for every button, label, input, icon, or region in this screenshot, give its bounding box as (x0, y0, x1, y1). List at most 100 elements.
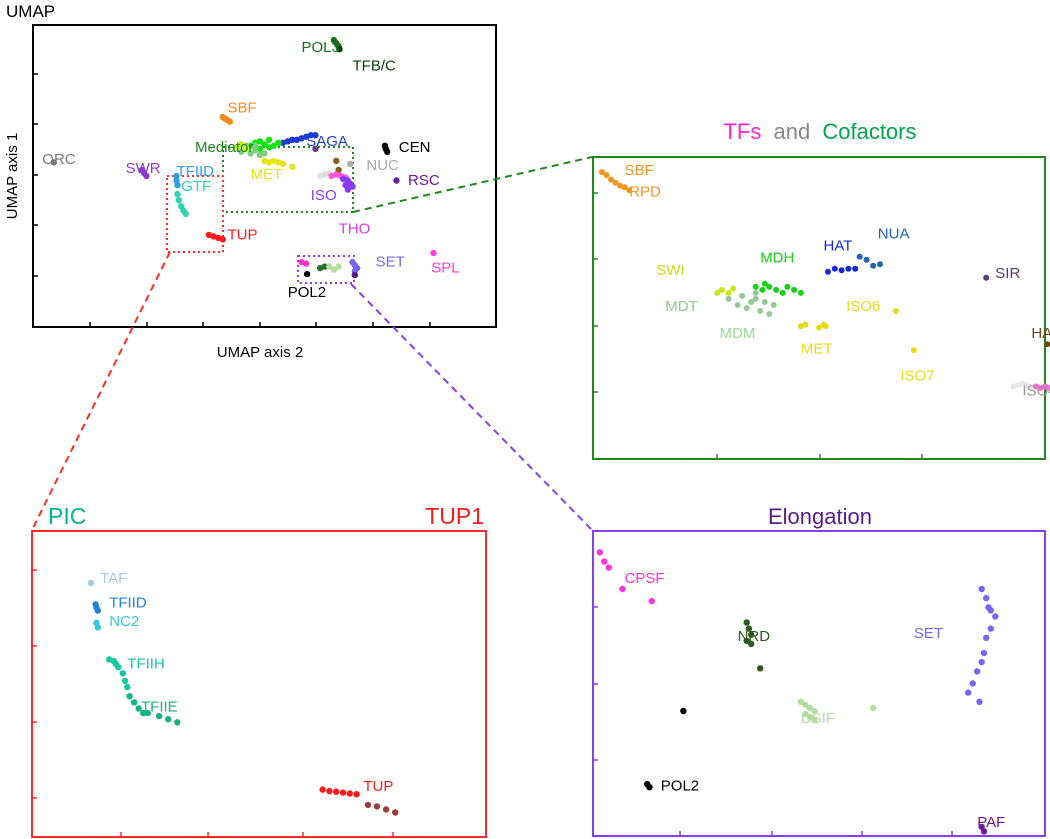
scatter-point (131, 699, 138, 706)
cluster-label: ORC (42, 151, 76, 168)
cluster-label: NC2 (109, 613, 139, 630)
scatter-point (743, 619, 750, 626)
cluster-label: TFIID (177, 163, 215, 180)
scatter-point (831, 265, 838, 272)
scatter-point (892, 308, 899, 314)
scatter-point (802, 701, 809, 709)
scatter-point (802, 321, 809, 328)
cluster-label: MET (801, 340, 833, 357)
cluster-label: TFIIH (127, 656, 165, 673)
scatter-point (307, 132, 314, 139)
scatter-point (877, 261, 883, 268)
scatter-point (135, 705, 142, 712)
elongation-cluster-labels: CPSF NRD SET DSIF POL2 PAF (625, 570, 1006, 831)
scatter-point (759, 286, 766, 293)
scatter-point (155, 712, 163, 720)
scatter-point (392, 809, 399, 816)
scatter-point (811, 716, 818, 724)
scatter-point (144, 709, 151, 717)
scatter-point (126, 693, 133, 700)
scatter-point (761, 280, 768, 287)
scatter-point (119, 670, 127, 677)
scatter-point (140, 709, 147, 717)
cluster-label: HAT (824, 238, 853, 255)
scatter-point (626, 187, 633, 194)
scatter-point (333, 788, 340, 795)
scatter-point (599, 169, 605, 176)
tfs-panel-title: TFs and Cofactors (723, 119, 916, 144)
scatter-point (342, 181, 349, 189)
scatter-point (870, 262, 877, 269)
connector-green (352, 156, 593, 213)
scatter-point (725, 295, 732, 302)
main-plot-frame (32, 24, 497, 328)
scatter-point (247, 150, 254, 157)
scatter-point (987, 625, 994, 632)
cluster-label: HAP (1031, 325, 1050, 342)
tfs-cofactors-panel: TFs and Cofactors SBF RPD SWI MDH HAT NUA SIR M… (592, 119, 1050, 472)
pic-panel-title: PIC (48, 503, 86, 529)
scatter-point (992, 613, 999, 620)
scatter-point (265, 136, 273, 143)
scatter-point (983, 274, 990, 281)
cluster-label: TUP (228, 226, 258, 243)
scatter-point (115, 664, 122, 671)
scatter-point (766, 283, 773, 290)
tfs-plot-frame (592, 156, 1046, 460)
scatter-point (845, 265, 852, 272)
cluster-label: MDT (665, 298, 698, 315)
scatter-point (330, 266, 338, 273)
scatter-point (165, 716, 172, 723)
scatter-point (863, 256, 870, 263)
scatter-point (1046, 385, 1050, 391)
scatter-point (603, 172, 610, 179)
cluster-label: SBF (228, 100, 257, 117)
scatter-point (852, 265, 859, 272)
scatter-point (252, 147, 259, 154)
scatter-point (382, 806, 390, 813)
cluster-label: GTF (181, 178, 211, 195)
scatter-point (124, 683, 131, 691)
scatter-point (303, 260, 310, 267)
scatter-point (347, 160, 354, 168)
scatter-point (143, 172, 150, 180)
cluster-label: ISO7 (900, 368, 934, 385)
scatter-point (619, 585, 626, 593)
elongation-scatter-points (596, 549, 999, 835)
cluster-label: NUA (878, 226, 910, 243)
scatter-point (175, 197, 182, 204)
scatter-point (353, 791, 360, 798)
scatter-point (270, 142, 277, 149)
scatter-point (261, 141, 268, 148)
scatter-point (811, 707, 818, 715)
cluster-label: SWI (656, 262, 684, 279)
scatter-point (312, 145, 319, 152)
scatter-point (969, 680, 976, 687)
cluster-label: SET (376, 254, 405, 271)
scatter-point (748, 299, 755, 305)
scatter-point (335, 263, 342, 270)
tfs-scatter-points (599, 169, 1050, 391)
scatter-point (752, 289, 759, 296)
scatter-point (256, 138, 264, 145)
scatter-point (364, 801, 372, 809)
scatter-point (373, 803, 381, 810)
scatter-point (748, 631, 755, 638)
scatter-point (822, 323, 829, 330)
scatter-point (797, 289, 804, 296)
cluster-label: NRD (738, 628, 771, 645)
scatter-point (680, 707, 687, 715)
main-axis-ticks (33, 73, 431, 327)
scatter-point (608, 176, 615, 183)
scatter-point (757, 308, 764, 314)
cluster-label: TUP (363, 778, 393, 795)
scatter-point (806, 713, 814, 721)
scatter-point (601, 558, 608, 565)
scatter-point (50, 159, 57, 166)
scatter-point (816, 324, 822, 331)
scatter-point (983, 594, 990, 602)
main-x-axis-label: UMAP axis 2 (217, 344, 303, 361)
scatter-point (605, 564, 612, 571)
scatter-point (319, 786, 326, 793)
